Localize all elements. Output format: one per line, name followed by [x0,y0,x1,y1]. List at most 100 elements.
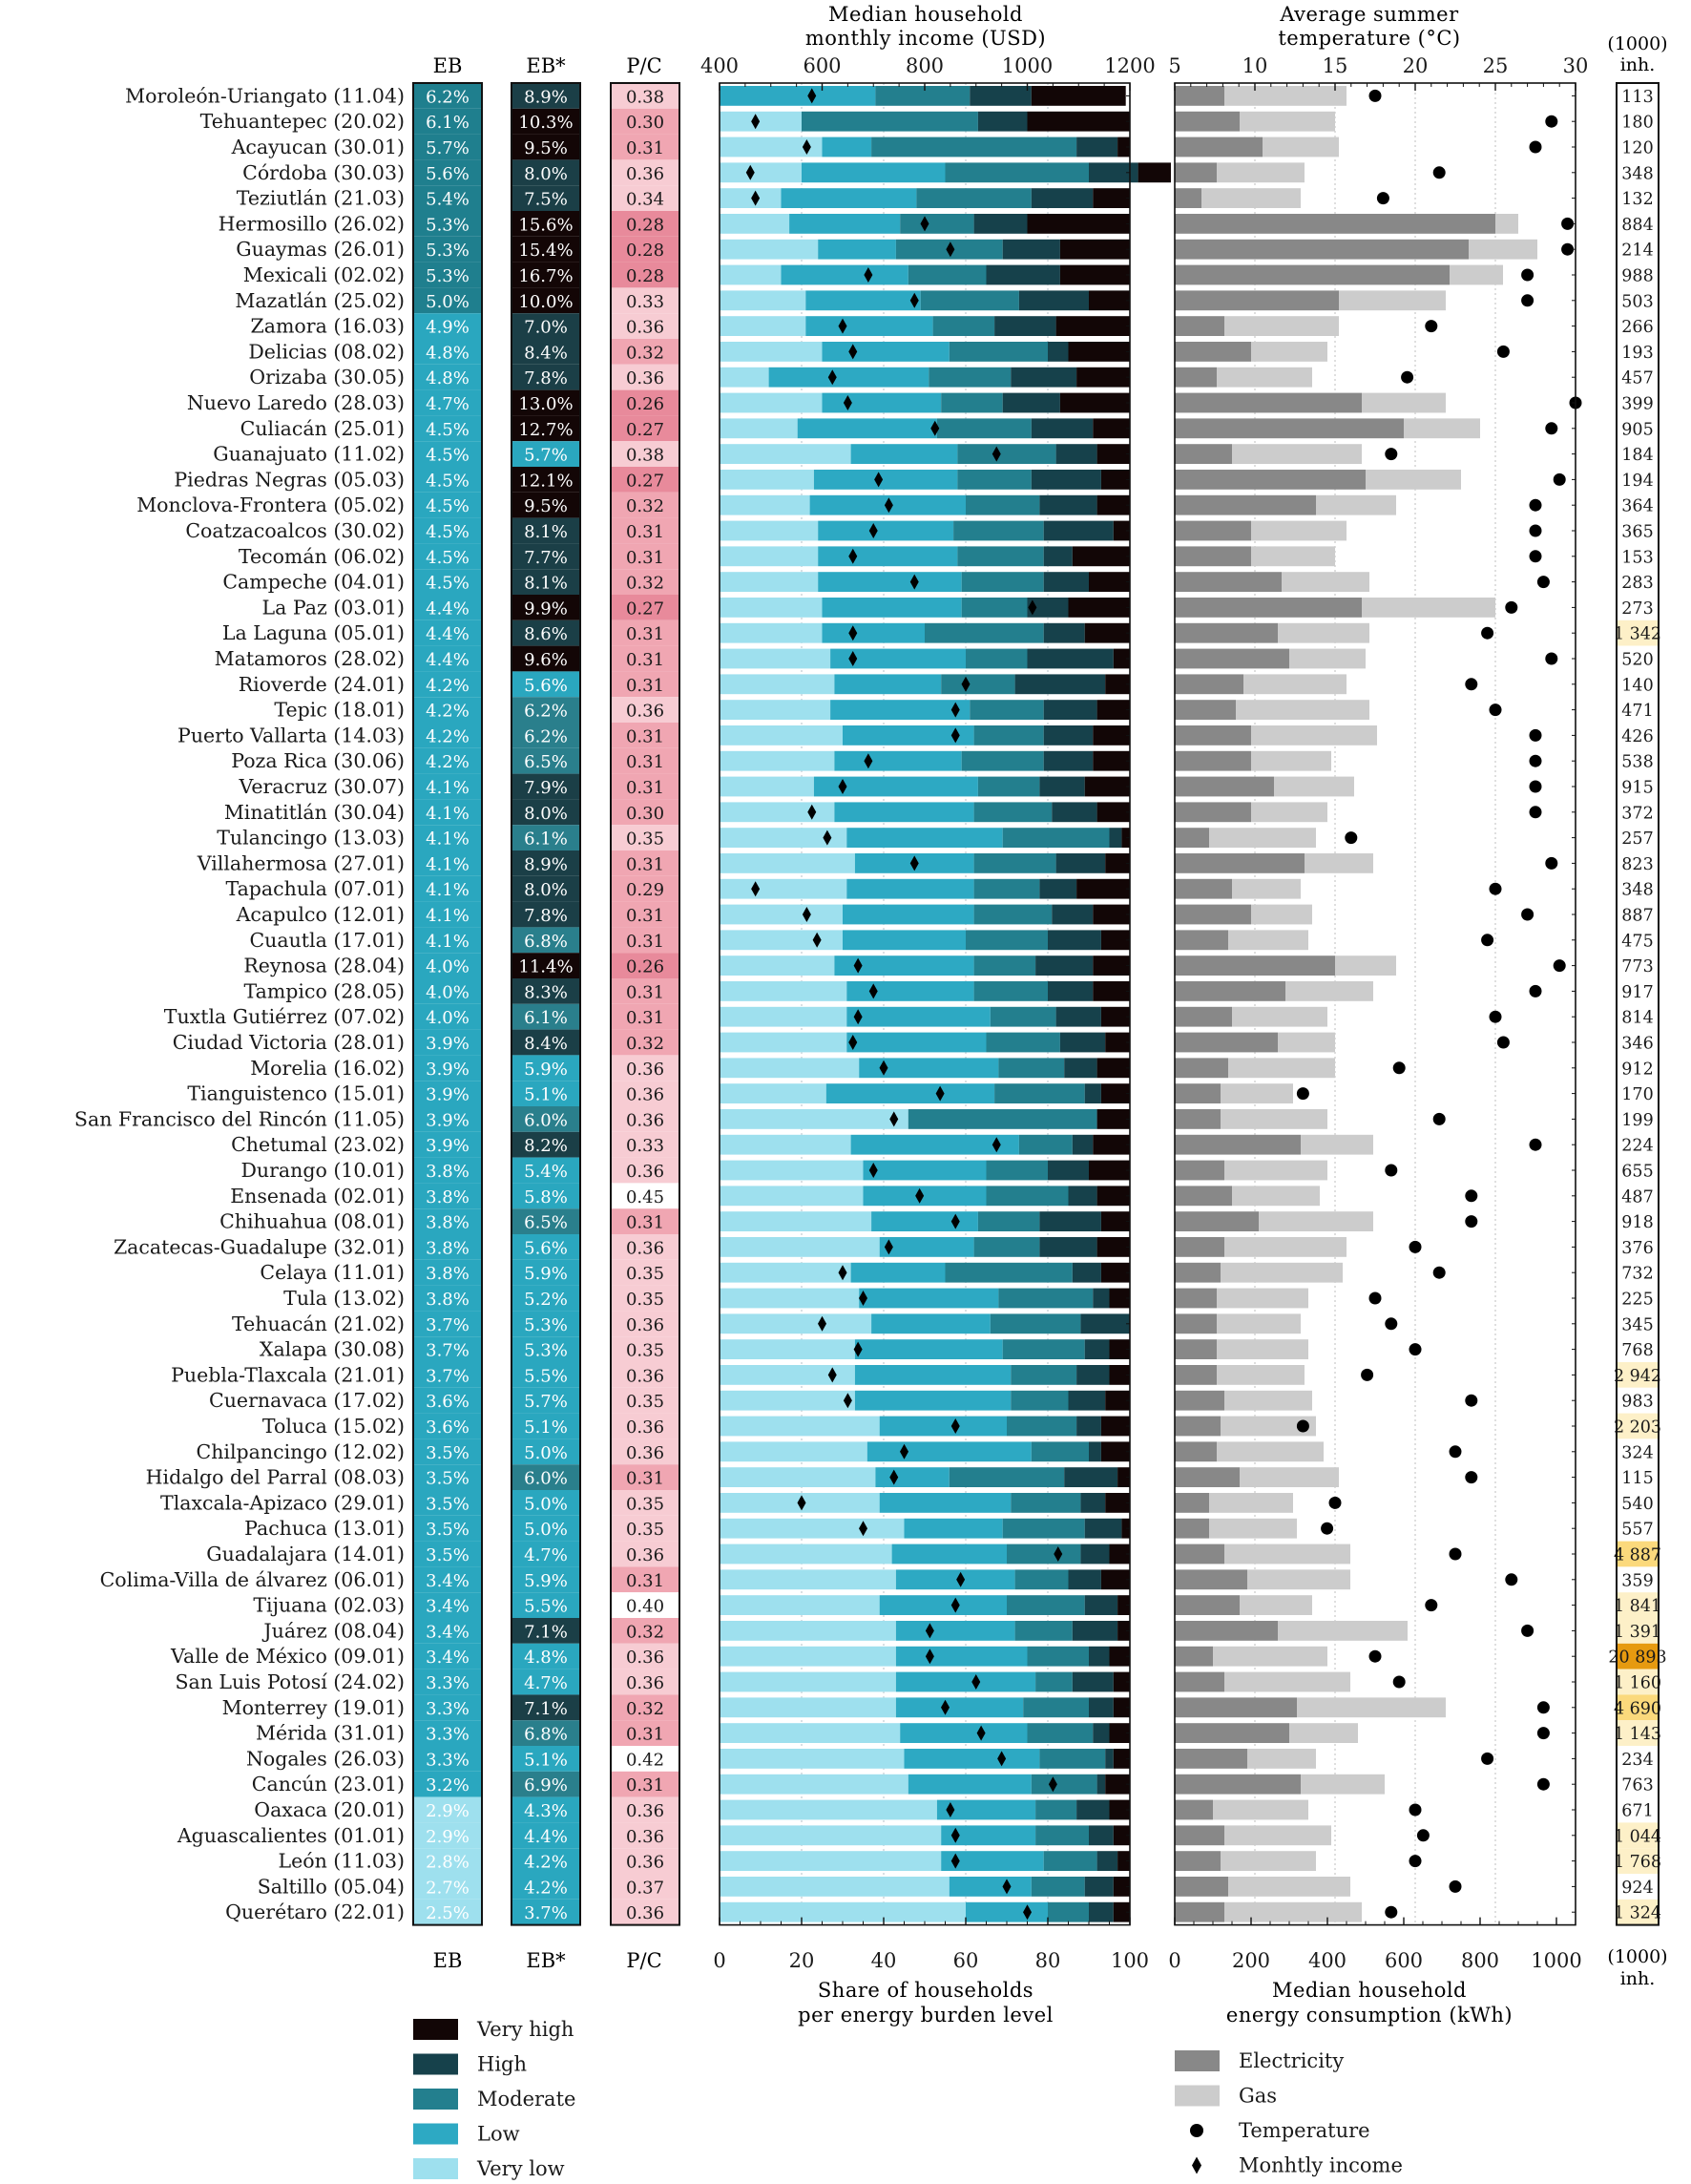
population-cell [1617,415,1659,442]
share-segment [859,1288,999,1309]
pc-cell [611,825,679,850]
electricity-bar [1175,1851,1221,1871]
gas-bar [1201,188,1301,208]
ebstar-cell [511,108,580,135]
table-row: Guadalajara (14.01) 3.5% 4.7% 0.36 4 887 [206,1541,1661,1567]
pc-value: 0.31 [626,1725,664,1745]
population-value: 457 [1621,369,1653,388]
eb-value: 4.4% [426,598,470,619]
share-segment [904,1749,1040,1769]
pc-cell [611,492,679,518]
share-segment [720,878,847,899]
city-label: Campeche (04.01) [222,571,405,594]
table-row: San Francisco del Rincón (11.05) 3.9% 6.0%… [74,1106,1659,1132]
temperature-marker [1505,600,1518,614]
share-segment [908,1774,1032,1795]
population-value: 1 768 [1614,1853,1661,1872]
share-segment [990,1006,1056,1027]
share-segment [1064,1467,1118,1487]
eb-value: 3.8% [426,1162,470,1182]
column-border [511,82,581,1926]
pc-cell [611,1848,679,1874]
table-row: Juárez (08.04) 3.4% 7.1% 0.32 1 391 [261,1618,1661,1644]
electricity-bar [1175,111,1240,132]
legend-label: High [477,2053,527,2076]
gas-bar [1209,1518,1297,1539]
share-segment [949,1467,1065,1487]
eb-cell [413,723,482,748]
temperature-marker [1368,1292,1382,1305]
city-label: Guanajuato (11.02) [213,443,405,466]
income-marker [802,139,811,155]
population-value: 257 [1621,830,1653,849]
share-segment [1109,1544,1130,1564]
share-segment [1109,1339,1130,1359]
eb-cell [413,287,482,314]
share-segment [1100,1083,1130,1103]
share-segment [879,1595,1007,1615]
income-marker [950,1827,960,1843]
table-row: San Luis Potosí (24.02) 3.3% 4.7% 0.36 1 160 [175,1669,1661,1695]
city-label: Colima-Villa de álvarez (06.01) [100,1568,405,1591]
ebstar-cell [511,1003,580,1030]
share-segment [895,1569,1015,1590]
population-value: 671 [1621,1802,1653,1821]
share-segment [1093,981,1130,1001]
pc-cell [611,978,679,1004]
ebstar-value: 5.0% [524,1494,568,1514]
share-segment [875,86,971,106]
ebstar-cell [511,1208,580,1234]
share-segment [1035,1825,1089,1846]
population-cell [1617,236,1659,262]
population-value: 199 [1621,1111,1653,1130]
city-label: San Luis Potosí (24.02) [175,1670,405,1693]
population-cell [1617,364,1659,390]
share-segment [720,136,823,158]
temperature-marker [1481,626,1494,640]
share-segment [1089,1441,1101,1462]
ebstar-cell [511,415,580,442]
city-label: Tehuantepec (20.02) [200,110,405,133]
gas-bar [1224,316,1339,336]
ebstar-value: 8.2% [524,1136,568,1156]
ebstar-cell [511,1234,580,1260]
share-segment [1100,1441,1130,1462]
city-label: Coatzacoalcos (30.02) [185,519,405,542]
pc-value: 0.31 [626,982,664,1002]
ebstar-cell [511,1592,580,1618]
income-marker [992,446,1001,462]
share-segment [802,111,978,132]
eb-cell [413,620,482,646]
share-segment [1093,1723,1110,1743]
consumption-axis-title: energy consumption (kWh) [1226,2004,1513,2026]
share-segment [1076,878,1130,899]
share-segment [720,1160,864,1181]
population-value: 1 342 [1614,625,1661,644]
electricity-bar [1175,239,1469,260]
income-marker [797,1495,806,1511]
electricity-bar [1175,1774,1301,1795]
pc-cell [611,1131,679,1158]
gas-bar [1232,878,1301,899]
city-label: Nogales (26.03) [246,1747,405,1770]
city-label: Cuautla (17.01) [249,929,405,952]
share-segment [1043,1851,1097,1871]
population-cell [1617,773,1659,800]
city-label: Tlaxcala-Apizaco (29.01) [160,1491,405,1514]
pc-cell [611,1362,679,1388]
eb-cell [413,1081,482,1106]
eb-cell [413,1234,482,1260]
pc-value: 0.31 [626,854,664,874]
pc-cell [611,415,679,442]
city-label: Puebla-Tlaxcala (21.01) [171,1363,405,1386]
gas-bar [1240,1595,1312,1615]
table-row: Tulancingo (13.03) 4.1% 6.1% 0.35 257 [217,825,1659,850]
table-row: Monclova-Frontera (05.02) 4.5% 9.5% 0.32 364 [136,492,1659,518]
table-row: Tlaxcala-Apizaco (29.01) 3.5% 5.0% 0.35 540 [160,1490,1659,1516]
eb-cell [413,1438,482,1465]
table-row: Tehuantepec (20.02) 6.1% 10.3% 0.30 180 [200,108,1659,135]
city-label: Cuernavaca (17.02) [209,1389,405,1412]
ebstar-cell [511,1157,580,1184]
table-row: La Paz (03.01) 4.4% 9.9% 0.27 273 [262,595,1659,620]
eb-value: 4.1% [426,830,470,850]
